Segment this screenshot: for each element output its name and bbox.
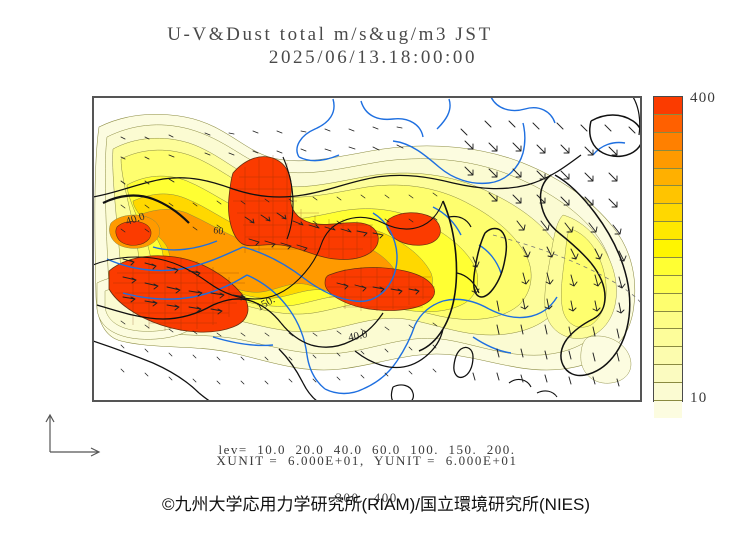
colorbar-band — [654, 132, 682, 151]
wind-vector-scale-key — [45, 413, 101, 457]
contour-label-40: 40.0 — [124, 210, 146, 228]
wind-vector-field — [120, 120, 636, 387]
colorbar-band — [654, 168, 682, 187]
contour-levels-line2: 300. 400. — [335, 490, 403, 505]
colorbar-band — [654, 293, 682, 312]
colorbar-band — [654, 383, 682, 401]
colorbar-band — [654, 347, 682, 366]
colorbar-band — [654, 240, 682, 258]
coastline-border-lines — [93, 97, 641, 401]
forecast-timestamp: 2025/06/13.18:00:00 — [268, 47, 478, 68]
colorbar-band — [654, 222, 682, 240]
colorbar-band — [654, 114, 682, 133]
contour-label-60: 60. — [213, 225, 227, 238]
dust-core-hatch — [113, 155, 435, 331]
dust-concentration-map[interactable]: 40.0 150. 40.0 60. — [92, 96, 642, 402]
axis-units-label: XUNIT = 6.000E+01, YUNIT = 6.000E+01 — [216, 453, 518, 468]
colorbar-band — [654, 275, 682, 294]
colorbar-band — [654, 365, 682, 383]
colorbar[interactable] — [653, 96, 683, 418]
colorbar-band — [654, 329, 682, 348]
chart-title-block: U-V&Dust total m/s&ug/m3 JST 2025/06/13.… — [0, 24, 660, 70]
colorbar-band — [654, 400, 682, 418]
auxiliary-dashed-line — [492, 234, 641, 304]
colorbar-band — [654, 204, 682, 223]
colorbar-band — [654, 97, 682, 115]
page-title: U-V&Dust total m/s&ug/m3 JST — [167, 24, 493, 45]
contour-value-labels: 40.0 150. 40.0 60. — [124, 210, 369, 344]
colorbar-band — [654, 150, 682, 169]
map-canvas: 40.0 150. 40.0 60. — [93, 97, 641, 401]
copyright-credit: ©九州大学応用力学研究所(RIAM)/国立環境研究所(NIES) — [161, 495, 591, 514]
colorbar-max-label: 400 — [690, 90, 717, 106]
colorbar-band — [654, 311, 682, 330]
colorbar-band — [654, 186, 682, 205]
contour-levels-legend: lev= 10.0 20.0 40.0 60.0 100. 150. 200. … — [92, 410, 642, 538]
colorbar-min-label: 10 — [690, 390, 708, 406]
contour-levels-line1: lev= 10.0 20.0 40.0 60.0 100. 150. 200. — [218, 442, 516, 457]
colorbar-band — [654, 257, 682, 276]
